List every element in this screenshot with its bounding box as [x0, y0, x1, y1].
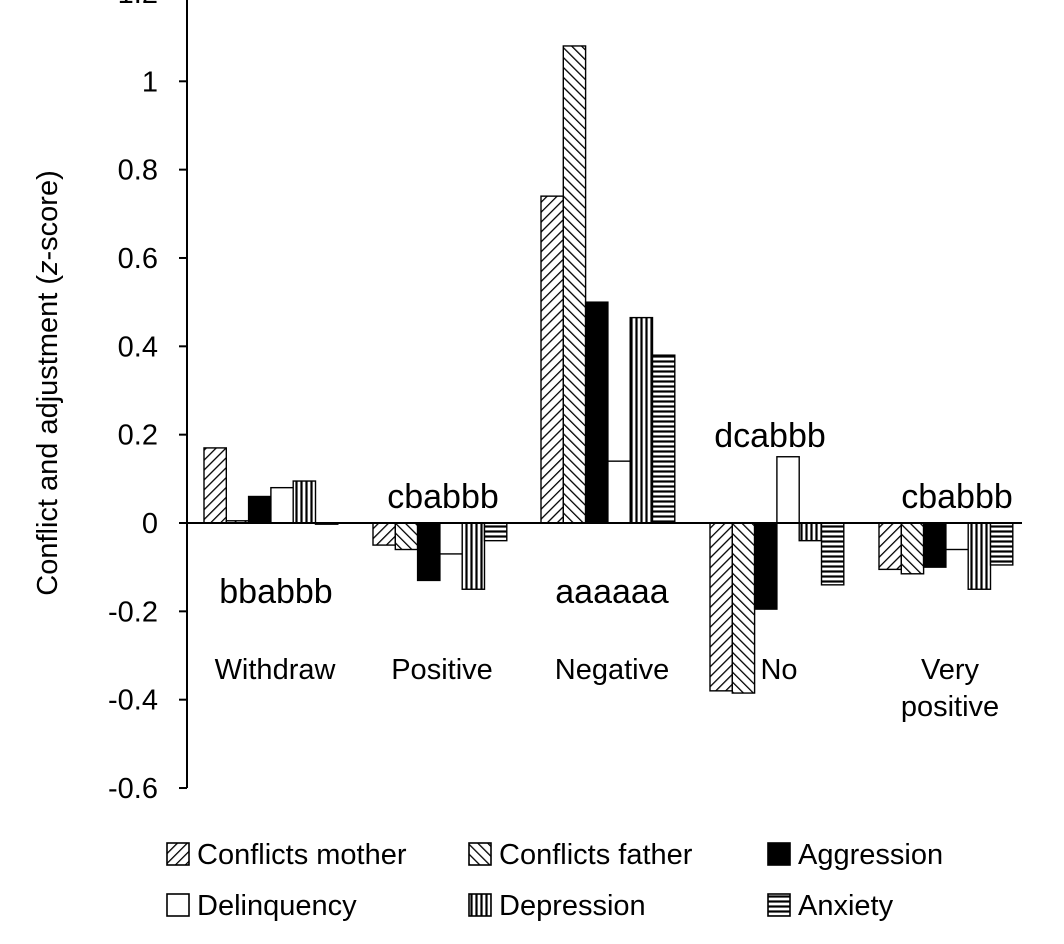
group-letters: bbabbb cbabbb aaaaaa dcabbb cbabbb: [219, 417, 1013, 611]
bar-aggression-no: [753, 522, 778, 610]
bar-aggression-positive: [416, 522, 441, 582]
category-labels: Withdraw Positive Negative No Very positive: [215, 654, 1000, 723]
bar-delinquency-positive: [439, 522, 463, 555]
bar-anxiety-negative: [651, 354, 676, 524]
bar-anxiety-no: [820, 522, 845, 586]
group-letters-4: dcabbb: [714, 417, 826, 455]
bar-anxiety-positive: [483, 522, 508, 542]
bar-aggression-withdraw: [247, 495, 272, 524]
y-tick-label: 0: [142, 508, 158, 540]
bar-delinquency-no: [776, 456, 800, 524]
group-letters-2: cbabbb: [387, 478, 499, 516]
bar-conflicts-father-positive: [394, 522, 419, 551]
legend-label: Delinquency: [197, 890, 357, 922]
y-tick-label: 1.2: [118, 0, 158, 10]
bar-conflicts-father-no: [731, 522, 756, 694]
group-letters-3: aaaaaa: [555, 573, 669, 611]
bar-anxiety-very-positive: [989, 522, 1014, 566]
bar-depression-withdraw: [292, 480, 317, 524]
y-axis-title: Conflict and adjustment (z-score): [32, 170, 64, 596]
legend-label: Depression: [499, 890, 646, 922]
bar-delinquency-very-positive: [945, 522, 969, 551]
category-label-negative: Negative: [555, 654, 669, 686]
bar-conflicts-mother-no: [709, 522, 733, 692]
bar-conflicts-mother-positive: [372, 522, 396, 546]
bar-conflicts-father-negative: [562, 45, 587, 524]
bar-aggression-very-positive: [922, 522, 947, 568]
bar-depression-no: [798, 522, 823, 542]
legend: Conflicts mother Conflicts father Aggressi…: [166, 839, 943, 922]
bar-depression-very-positive: [967, 522, 992, 590]
bar-conflicts-mother-very-positive: [878, 522, 902, 571]
bar-conflicts-father-very-positive: [900, 522, 925, 575]
group-letters-5: cbabbb: [901, 478, 1013, 516]
y-tick-label: 0.6: [118, 243, 158, 275]
legend-swatch: [468, 842, 492, 866]
legend-swatch: [166, 842, 190, 866]
bar-delinquency-negative: [607, 460, 631, 524]
bars: [203, 45, 1014, 694]
category-label-no: No: [760, 654, 797, 686]
bar-conflicts-mother-withdraw: [203, 447, 227, 524]
legend-label: Anxiety: [798, 890, 894, 922]
legend-swatch: [468, 893, 492, 917]
y-axis: -0.6 -0.4 -0.2 0 0.2 0.4 0.6 0.8 1 1.2: [108, 0, 188, 805]
category-label-withdraw: Withdraw: [215, 654, 337, 686]
y-tick-label: 0.4: [118, 331, 158, 363]
bar-delinquency-withdraw: [270, 486, 294, 524]
bar-conflicts-mother-negative: [540, 195, 564, 524]
y-axis-label: Conflict and adjustment (z-score): [32, 170, 64, 596]
y-tick-label: 0.8: [118, 155, 158, 187]
bar-depression-positive: [461, 522, 486, 590]
legend-label: Conflicts mother: [197, 839, 407, 871]
legend-swatch: [166, 893, 190, 917]
bar-depression-negative: [629, 316, 654, 524]
y-tick-label: 1: [142, 66, 158, 98]
bar-aggression-negative: [584, 301, 609, 524]
y-tick-label: 0.2: [118, 420, 158, 452]
legend-label: Conflicts father: [499, 839, 693, 871]
legend-swatch: [767, 893, 791, 917]
group-letters-1: bbabbb: [219, 573, 332, 611]
y-tick-label: -0.6: [108, 773, 158, 805]
y-tick-label: -0.2: [108, 596, 158, 628]
legend-swatch: [767, 842, 791, 866]
category-label-positive: Positive: [391, 654, 493, 686]
legend-label: Aggression: [798, 839, 943, 871]
y-tick-label: -0.4: [108, 685, 158, 717]
category-label-very-positive: Very positive: [901, 654, 999, 723]
